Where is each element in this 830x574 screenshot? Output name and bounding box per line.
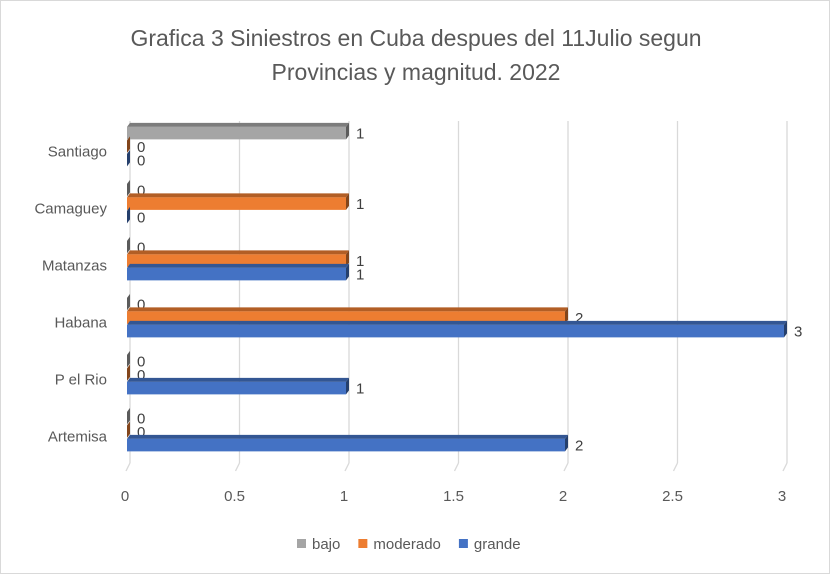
bar-bajo-end [346, 122, 349, 140]
bar-moderado [127, 311, 565, 324]
y-tick-label: Matanzas [42, 258, 107, 275]
data-label: 0 [137, 153, 145, 170]
bar-grande-top [127, 263, 349, 268]
data-label: 1 [356, 267, 364, 284]
bar-bajo [127, 126, 346, 140]
gridline-floor [453, 462, 460, 472]
bar-moderado-top [127, 250, 349, 255]
chart-title-line-2: Provincias y magnitud. 2022 [271, 59, 561, 85]
data-label: 0 [137, 297, 145, 314]
bar-moderado-end [127, 136, 130, 153]
x-tick-label: 0.5 [224, 488, 245, 505]
data-label: 0 [137, 139, 145, 156]
bar-moderado-end [346, 250, 349, 267]
y-tick-label: P el Rio [55, 372, 107, 389]
data-label: 0 [137, 411, 145, 428]
x-tick-label: 1.5 [443, 488, 464, 505]
bar-grande [127, 438, 565, 452]
bar-bajo-end [127, 293, 130, 311]
bar-grande [127, 267, 346, 281]
y-tick-label: Santiago [48, 144, 107, 161]
x-tick-label: 2.5 [662, 488, 683, 505]
data-label: 0 [137, 210, 145, 227]
x-tick-label: 0 [121, 488, 129, 505]
data-label: 0 [137, 354, 145, 371]
data-label: 2 [575, 438, 583, 455]
bar-grande-end [127, 206, 130, 224]
bar-grande-end [127, 149, 130, 167]
bar-grande [127, 381, 346, 395]
bar-moderado-end [565, 307, 568, 324]
bar-grande-top [127, 320, 787, 325]
x-tick-label: 2 [559, 488, 567, 505]
data-label: 0 [137, 183, 145, 200]
bar-grande-top [127, 434, 568, 439]
bar-bajo-end [127, 236, 130, 254]
bar-bajo-end [127, 407, 130, 425]
gridline-floor [344, 462, 350, 472]
bar-moderado-top [127, 307, 568, 312]
legend-label-bajo: bajo [312, 536, 340, 553]
data-label: 0 [137, 424, 145, 441]
data-label: 0 [137, 240, 145, 257]
gridline-floor [782, 462, 788, 472]
bar-grande-end [784, 320, 787, 338]
data-label: 1 [356, 126, 364, 143]
bar-bajo-end [127, 350, 130, 368]
bar-moderado-top [127, 193, 349, 198]
gridline-floor [563, 462, 569, 472]
y-tick-label: Camaguey [34, 201, 107, 218]
gridline-floor [234, 462, 241, 472]
data-label: 0 [137, 367, 145, 384]
bar-moderado-end [346, 193, 349, 210]
legend-swatch-grande [458, 539, 468, 548]
y-tick-label: Habana [54, 315, 107, 332]
y-tick-label: Artemisa [48, 429, 108, 446]
bar-bajo-end [127, 179, 130, 197]
gridline-floor [125, 462, 131, 472]
data-label: 1 [356, 196, 364, 213]
legend-swatch-moderado [358, 539, 368, 548]
legend-label-moderado: moderado [373, 536, 441, 553]
data-label: 3 [794, 324, 802, 341]
bar-moderado [127, 197, 346, 210]
bar-grande-end [565, 434, 568, 452]
data-label: 2 [575, 310, 583, 327]
x-tick-label: 3 [778, 488, 786, 505]
gridline-floor [672, 462, 679, 472]
bar-grande-end [346, 263, 349, 281]
data-label: 1 [356, 253, 364, 270]
bar-grande-end [346, 377, 349, 395]
bar-grande-top [127, 377, 349, 382]
bar-moderado-end [127, 421, 130, 438]
bar-moderado [127, 254, 346, 267]
bar-moderado-end [127, 364, 130, 381]
legend-swatch-bajo [297, 539, 306, 548]
bar-grande [127, 324, 784, 338]
x-tick-label: 1 [340, 488, 348, 505]
bar-bajo-top [127, 122, 349, 127]
data-label: 1 [356, 381, 364, 398]
legend-label-grande: grande [474, 536, 521, 553]
chart-title-line-1: Grafica 3 Siniestros en Cuba despues del… [130, 25, 702, 51]
